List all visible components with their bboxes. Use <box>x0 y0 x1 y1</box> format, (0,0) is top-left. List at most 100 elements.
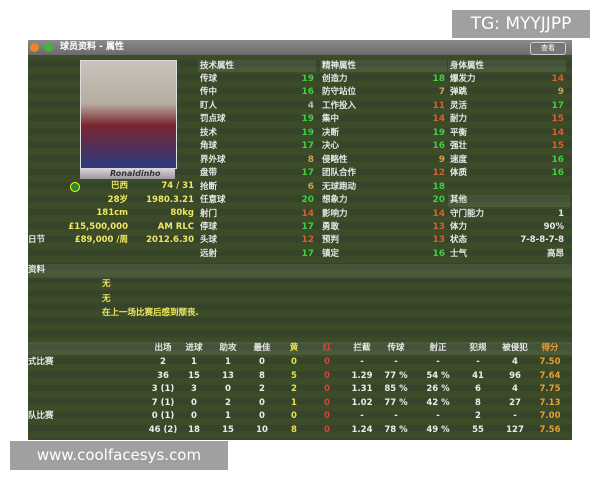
stats-header: 传球 <box>387 343 405 353</box>
title-bar: 球员资料 - 属性 查看 <box>28 40 572 56</box>
stats-cell: 0 <box>291 411 297 421</box>
stats-row-label: 式比赛 <box>28 357 54 367</box>
view-button[interactable]: 查看 <box>530 42 566 55</box>
stats-cell: 96 <box>509 370 521 381</box>
attribute-value: 16 <box>551 168 564 179</box>
stats-cell: 46 (2) <box>148 424 178 435</box>
minimize-icon[interactable] <box>44 43 53 52</box>
stats-cell: 0 <box>324 357 330 367</box>
attribute-label: 防守站位 <box>322 87 357 98</box>
close-icon[interactable] <box>30 43 39 52</box>
technical-header-bg <box>198 60 316 72</box>
attribute-value: 16 <box>551 154 564 165</box>
attribute-value: 14 <box>551 74 564 84</box>
attribute-value: 17 <box>301 141 314 152</box>
other-value: 1 <box>558 208 564 219</box>
attribute-label: 预判 <box>322 235 340 246</box>
stats-cell: 0 (1) <box>151 411 175 421</box>
attribute-label: 射门 <box>200 208 218 219</box>
stats-cell: 54 % <box>426 370 450 381</box>
stats-cell: 7.75 <box>539 384 561 394</box>
attribute-label: 头球 <box>200 235 218 246</box>
attribute-label: 罚点球 <box>200 114 226 125</box>
attribute-value: 7 <box>438 87 445 98</box>
stats-cell: 42 % <box>426 397 450 408</box>
stats-cell: 0 <box>225 384 231 394</box>
attribute-value: 19 <box>301 114 314 125</box>
attribute-label: 平衡 <box>450 127 468 138</box>
stats-header: 最佳 <box>253 343 271 353</box>
attribute-value: 18 <box>432 181 445 192</box>
stats-header: 拦截 <box>353 343 371 353</box>
stats-cell: 0 <box>191 397 197 408</box>
stats-cell: 2 <box>160 357 166 367</box>
attribute-value: 14 <box>301 208 314 219</box>
stats-cell: 0 <box>324 411 330 421</box>
other-label: 士气 <box>450 248 468 259</box>
info-header-bg <box>28 264 572 278</box>
watermark-bottom: www.coolfacesys.com <box>10 441 228 470</box>
player-name: Ronaldinho <box>110 169 161 178</box>
attribute-label: 勇敢 <box>322 221 340 232</box>
stats-cell: 8 <box>259 370 265 381</box>
info-line: 无 <box>102 293 111 304</box>
stats-cell: 2 <box>291 384 297 394</box>
stats-cell: 1.29 <box>351 370 373 381</box>
attribute-value: 12 <box>432 168 445 179</box>
stats-header: 红 <box>322 343 332 353</box>
stats-header: 射正 <box>429 343 447 353</box>
player-dob: 1980.3.21 <box>146 194 194 205</box>
attribute-label: 爆发力 <box>450 74 476 84</box>
stats-header: 出场 <box>154 343 172 353</box>
technical-header: 技术属性 <box>200 61 235 71</box>
player-height: 181cm <box>96 208 128 218</box>
watermark-top: TG: MYYJJPP <box>452 10 590 38</box>
attribute-value: 17 <box>301 221 314 232</box>
stats-cell: 15 <box>222 424 234 435</box>
attribute-value: 13 <box>432 235 445 246</box>
stats-cell: 15 <box>188 370 200 381</box>
attribute-label: 无球跑动 <box>322 181 357 192</box>
stats-cell: 2 <box>259 384 265 394</box>
stats-header: 犯规 <box>469 343 487 353</box>
stats-cell: 27 <box>509 397 521 408</box>
attribute-label: 团队合作 <box>322 168 357 179</box>
attribute-label: 速度 <box>450 154 468 165</box>
attribute-label: 盘带 <box>200 168 218 179</box>
attribute-label: 决心 <box>322 141 340 152</box>
stats-cell: - <box>394 411 398 421</box>
stats-cell: 7.13 <box>539 397 561 408</box>
attribute-label: 创造力 <box>322 74 348 84</box>
attribute-label: 角球 <box>200 141 218 152</box>
stats-cell: 0 <box>324 424 330 435</box>
stats-cell: 2 <box>475 411 481 421</box>
attribute-value: 19 <box>301 127 314 138</box>
stats-cell: 36 <box>157 370 169 381</box>
stats-cell: 1.24 <box>351 424 373 435</box>
stats-cell: 2 <box>225 397 231 408</box>
stats-cell: 0 <box>324 384 330 394</box>
stats-cell: - <box>476 357 480 367</box>
attribute-label: 任意球 <box>200 195 226 206</box>
attribute-value: 19 <box>301 74 314 84</box>
stats-cell: 1.02 <box>351 397 373 408</box>
stats-cell: - <box>360 357 364 367</box>
player-position: AM RLC <box>157 221 194 232</box>
stats-cell: 3 (1) <box>151 384 175 394</box>
attribute-label: 传中 <box>200 87 218 98</box>
stats-cell: 0 <box>259 411 265 421</box>
attribute-label: 盯人 <box>200 100 218 111</box>
other-value: 90% <box>543 221 564 232</box>
player-caps: 74 / 31 <box>161 181 194 191</box>
stats-cell: - <box>394 357 398 367</box>
attribute-label: 耐力 <box>450 114 468 125</box>
attribute-value: 15 <box>551 114 564 125</box>
attribute-label: 抢断 <box>200 181 218 192</box>
stats-cell: 0 <box>191 411 197 421</box>
attribute-label: 影响力 <box>322 208 348 219</box>
other-label: 守门能力 <box>450 208 485 219</box>
stats-cell: 1 <box>225 357 231 367</box>
stats-cell: 13 <box>222 370 234 381</box>
player-weight: 80kg <box>170 208 194 218</box>
stats-cell: 77 % <box>384 397 408 408</box>
